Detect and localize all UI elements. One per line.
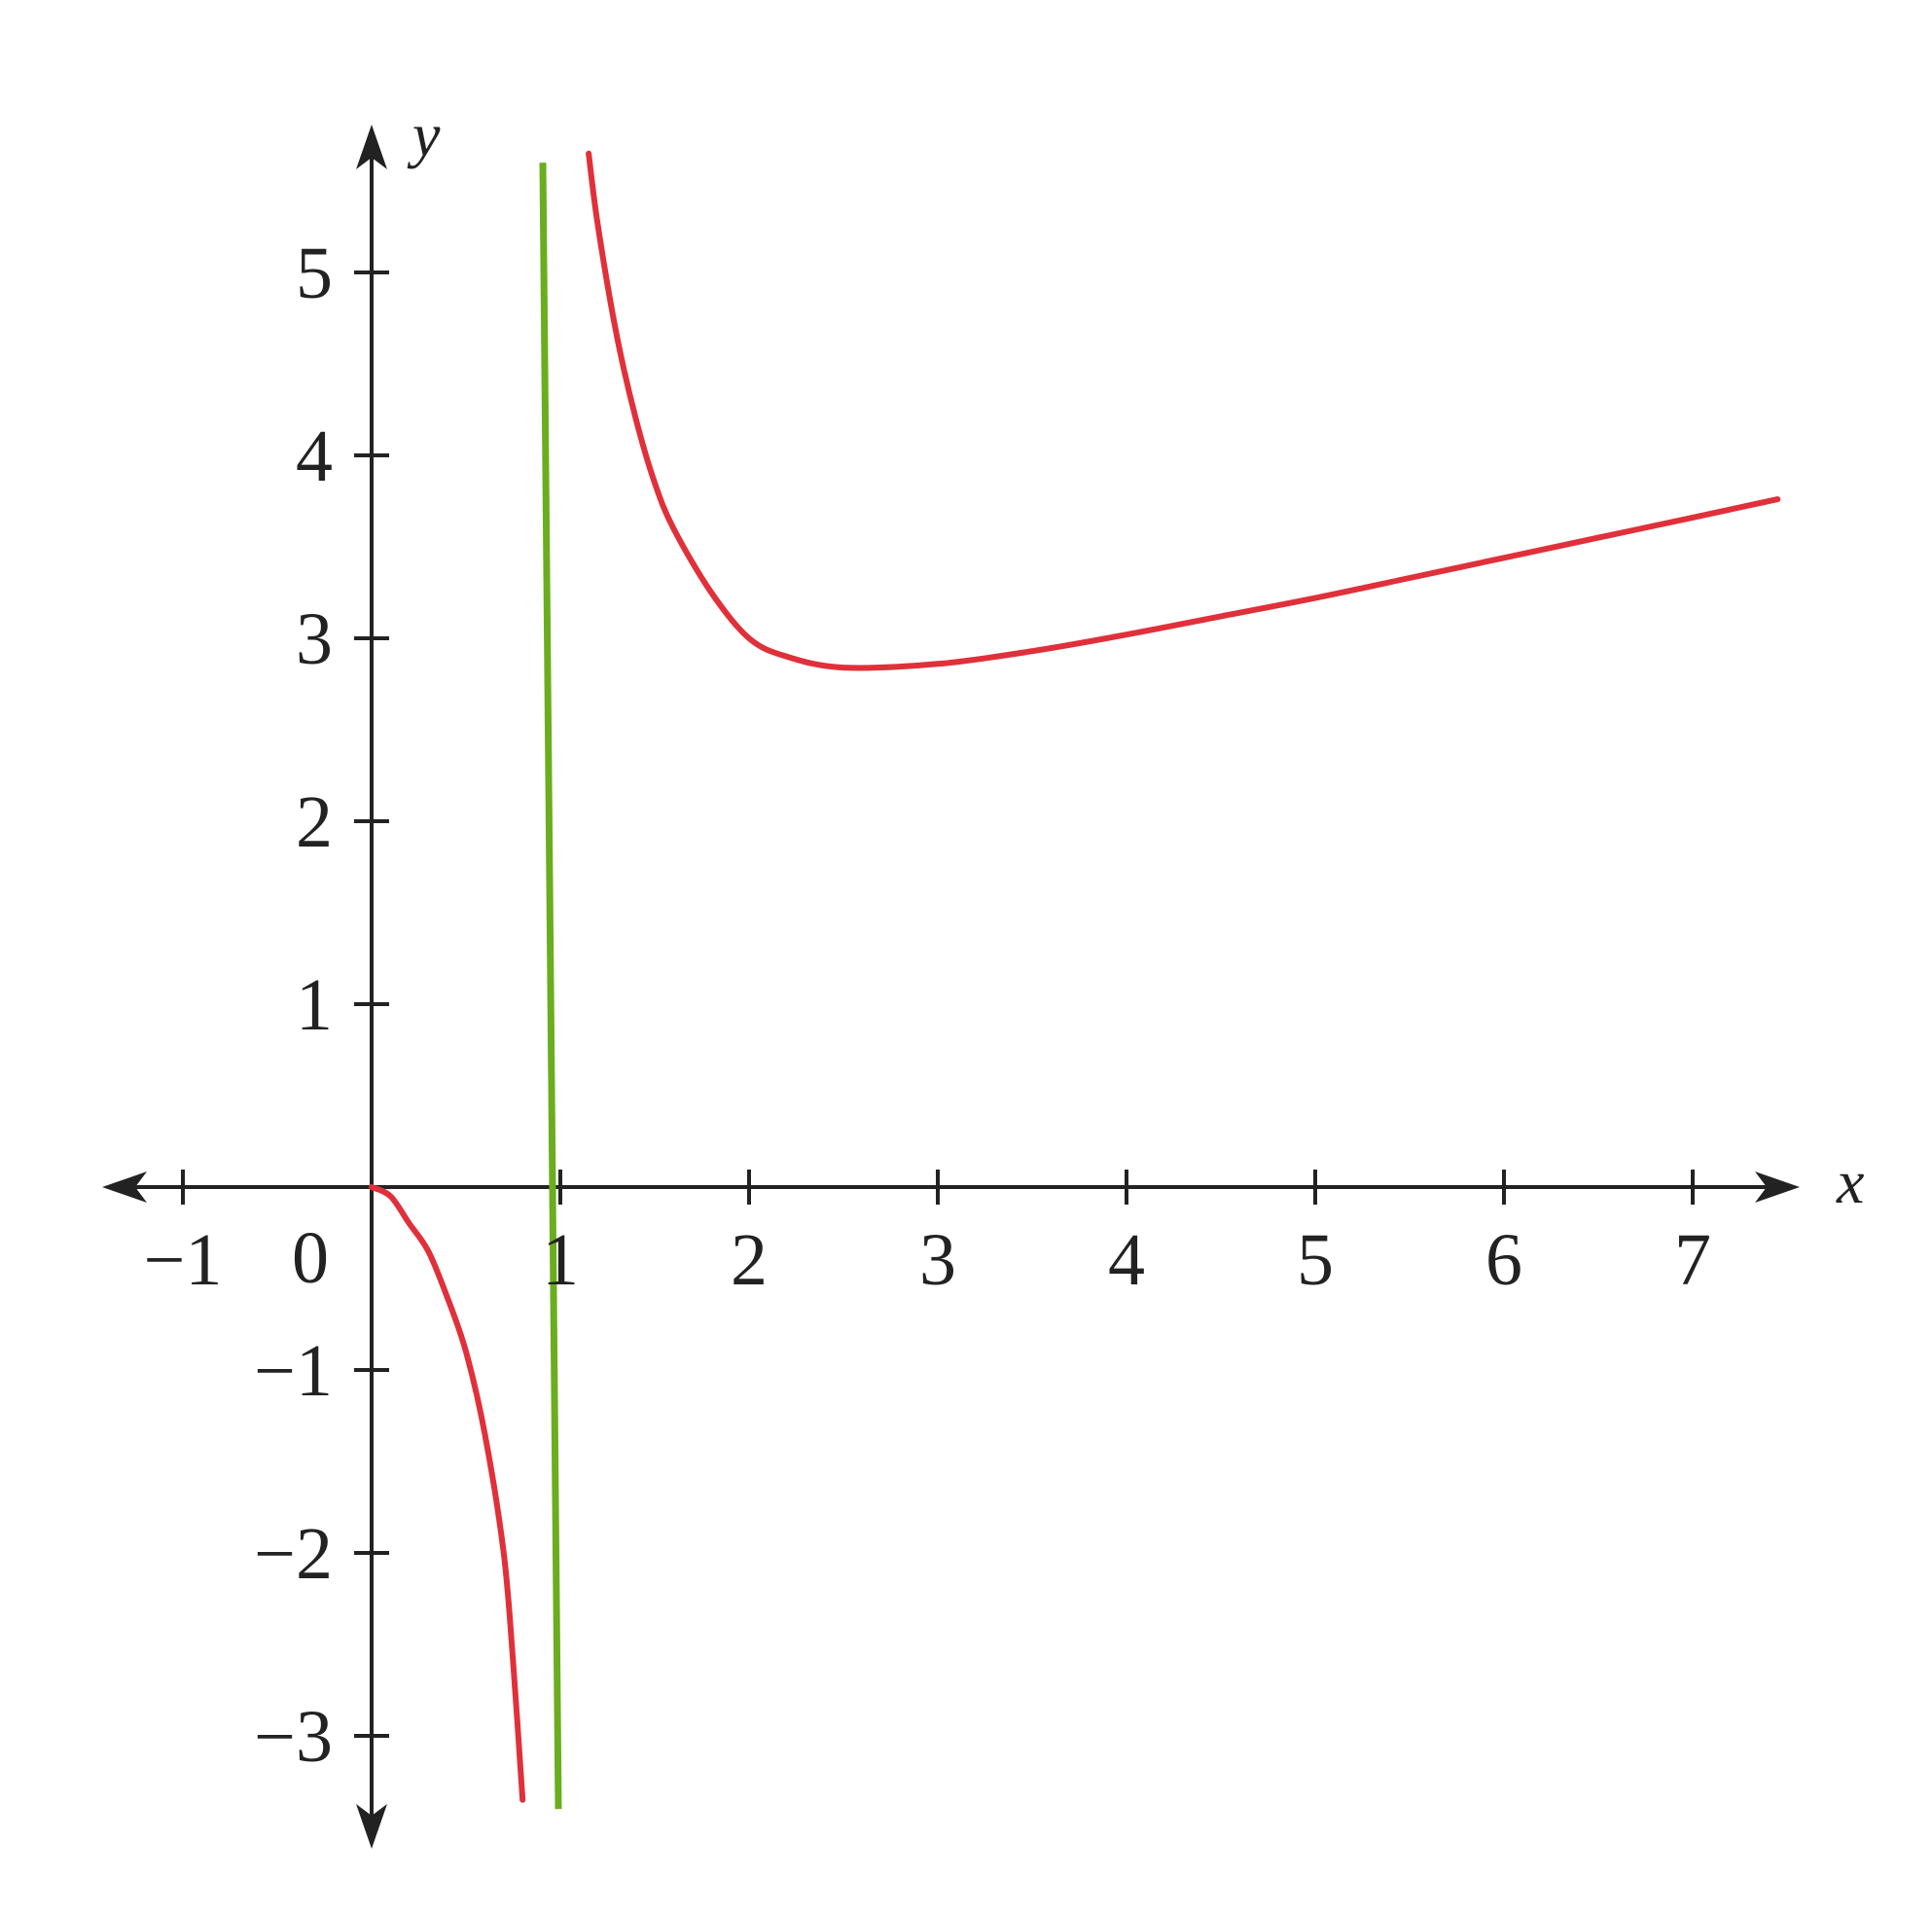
x-axis-arrow-right — [1755, 1172, 1800, 1203]
asymptote-layer — [539, 162, 562, 1810]
x-axis-label: x — [1836, 1147, 1864, 1216]
y-tick-label: −3 — [254, 1696, 333, 1778]
x-tick-label: 6 — [1485, 1219, 1522, 1301]
series-line-2 — [586, 150, 1781, 671]
x-tick-label: 4 — [1108, 1219, 1145, 1301]
y-axis-arrow-up — [356, 125, 387, 169]
vertical-asymptote — [539, 162, 562, 1810]
y-tick-label: −2 — [254, 1513, 333, 1595]
y-axis-label: y — [407, 100, 441, 169]
y-tick-label: 5 — [296, 233, 333, 314]
x-tick-label: 2 — [731, 1219, 768, 1301]
y-axis-arrow-down — [356, 1804, 387, 1849]
x-axis-arrow-left — [102, 1172, 147, 1203]
series-line-1 — [369, 1184, 526, 1803]
origin-label: 0 — [292, 1217, 329, 1299]
y-tick-label: 2 — [296, 781, 333, 863]
axes — [102, 125, 1800, 1849]
y-tick-label: 3 — [296, 598, 333, 680]
x-tick-label: 5 — [1297, 1219, 1334, 1301]
y-tick-label: 4 — [296, 415, 333, 497]
y-tick-label: 1 — [296, 964, 333, 1046]
y-tick-label: −1 — [254, 1330, 333, 1412]
x-tick-label: 7 — [1674, 1219, 1711, 1301]
x-tick-label: 3 — [919, 1219, 956, 1301]
x-tick-label: 1 — [542, 1219, 579, 1301]
x-tick-label: −1 — [144, 1219, 223, 1301]
tick-layer: −1 1 2 3 4 5 6 7 −3 −2 −1 1 2 3 4 5 — [144, 233, 1711, 1778]
series-layer — [369, 150, 1781, 1803]
